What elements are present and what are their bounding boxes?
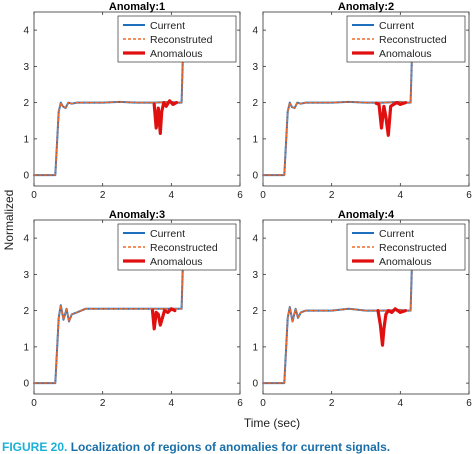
x-tick-label: 4	[169, 398, 175, 409]
y-tick-label: 1	[252, 134, 258, 145]
legend-label: Anomalous	[150, 48, 203, 60]
y-tick-label: 0	[252, 171, 258, 182]
legend-label: Reconstruted	[150, 34, 213, 46]
legend: Current Reconstructed Anomalous	[346, 15, 466, 63]
y-tick-label: 4	[252, 234, 258, 245]
legend: Current Reconstructed Anomalous	[346, 223, 466, 271]
y-tick-label: 2	[23, 306, 29, 317]
x-tick-label: 2	[100, 190, 106, 201]
y-axis-label: Normalized	[2, 190, 16, 251]
panel-1: Anomaly:1 0 2 4 6 0 1 2 3 4 Current Reconstruted Ano…	[23, 1, 243, 201]
figure-caption: FIGURE 20. Localization of regions of an…	[2, 440, 390, 454]
x-tick-label: 6	[466, 398, 472, 409]
x-tick-label: 4	[398, 398, 404, 409]
legend-label: Current	[379, 20, 414, 32]
legend-label: Current	[150, 20, 185, 32]
x-tick-label: 0	[260, 398, 266, 409]
legend: Current Reconstructed Anomalous	[117, 223, 237, 271]
x-tick-label: 4	[169, 190, 175, 201]
x-tick-label: 4	[398, 190, 404, 201]
legend: Current Reconstruted Anomalous	[117, 15, 237, 63]
y-tick-label: 1	[23, 134, 29, 145]
x-tick-label: 2	[329, 398, 335, 409]
legend-label: Current	[150, 228, 185, 240]
panel-title: Anomaly:1	[109, 1, 165, 13]
series-line-anomalous	[150, 307, 177, 331]
legend-label: Anomalous	[150, 256, 203, 268]
x-tick-label: 0	[31, 190, 37, 201]
legend-label: Reconstructed	[150, 242, 218, 254]
x-tick-label: 6	[237, 190, 243, 201]
legend-label: Current	[379, 228, 414, 240]
caption-label: FIGURE 20.	[2, 440, 68, 454]
caption-text: Localization of regions of anomalies for…	[70, 440, 391, 454]
y-tick-label: 4	[23, 234, 29, 245]
x-tick-label: 6	[237, 398, 243, 409]
x-tick-label: 0	[260, 190, 266, 201]
x-tick-label: 2	[100, 398, 106, 409]
y-tick-label: 2	[23, 98, 29, 109]
y-tick-label: 3	[23, 270, 29, 281]
panel-4: Anomaly:4 0 2 4 6 0 1 2 3 4 Current Reconstructed An…	[252, 209, 472, 409]
panel-title: Anomaly:4	[338, 209, 395, 221]
y-tick-label: 3	[252, 62, 258, 73]
y-tick-label: 1	[23, 342, 29, 353]
legend-label: Reconstructed	[379, 34, 447, 46]
y-tick-label: 0	[23, 171, 29, 182]
legend-label: Anomalous	[379, 48, 432, 60]
panel-title: Anomaly:3	[109, 209, 165, 221]
y-tick-label: 4	[252, 26, 258, 37]
y-tick-label: 3	[23, 62, 29, 73]
y-tick-label: 3	[252, 270, 258, 281]
panel-2: Anomaly:2 0 2 4 6 0 1 2 3 4 Current Reconstructed An…	[252, 1, 472, 201]
legend-label: Reconstructed	[379, 242, 447, 254]
y-tick-label: 1	[252, 342, 258, 353]
series-line-anomalous	[376, 307, 408, 347]
x-tick-label: 0	[31, 398, 37, 409]
series-line-anomalous	[374, 100, 408, 137]
y-tick-label: 2	[252, 98, 258, 109]
series-line-anomalous	[152, 99, 179, 135]
panel-3: Anomaly:3 0 2 4 6 0 1 2 3 4 Current Reconstructed An…	[23, 209, 243, 409]
x-tick-label: 6	[466, 190, 472, 201]
x-axis-label: Time (sec)	[244, 416, 300, 430]
x-tick-label: 2	[329, 190, 335, 201]
legend-label: Anomalous	[379, 256, 432, 268]
y-tick-label: 4	[23, 26, 29, 37]
y-tick-label: 0	[23, 379, 29, 390]
y-tick-label: 2	[252, 306, 258, 317]
panel-title: Anomaly:2	[338, 1, 394, 13]
y-tick-label: 0	[252, 379, 258, 390]
